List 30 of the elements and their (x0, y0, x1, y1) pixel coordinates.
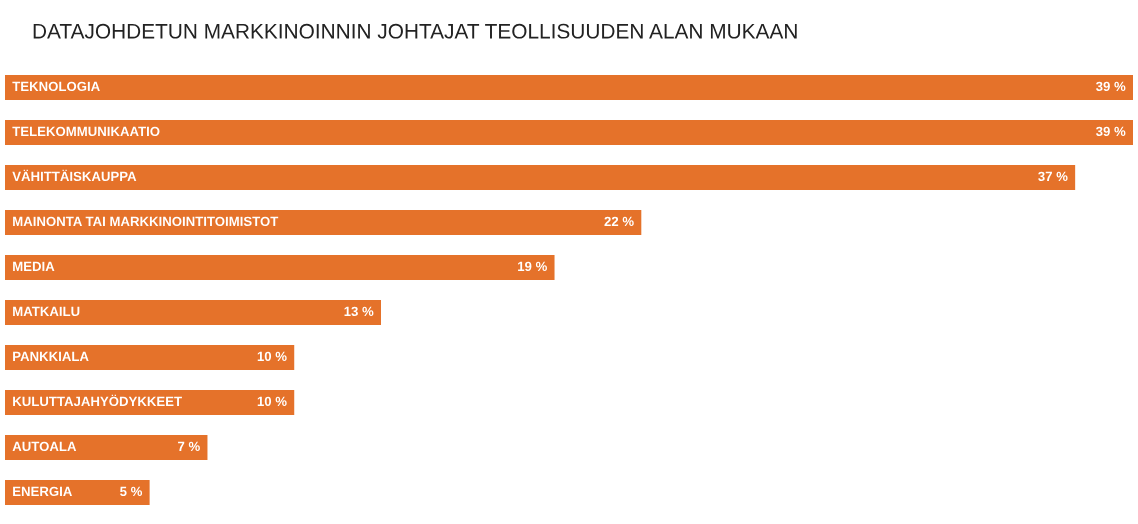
y-tick-label: MEDIA (13, 261, 55, 271)
data-label: 13 % (344, 306, 374, 317)
y-tick-label: MAINONTA TAI MARKKINOINTITOIMISTOT (13, 216, 279, 227)
data-label: 39 % (1096, 81, 1126, 92)
bar (5, 434, 208, 461)
bar (5, 164, 1076, 191)
data-label: 5 % (120, 486, 143, 497)
y-tick-label: AUTOALA (12, 441, 77, 452)
y-tick-label: PANKKIALA (13, 351, 89, 361)
data-label: 22 % (604, 216, 634, 227)
y-tick-label: MATKAILU (13, 306, 80, 317)
data-label: 19 % (518, 261, 547, 272)
chart-title: DATAJOHDETUN MARKKINOINNIN JOHTAJAT TEOLLISUUDEN ALAN MUKAAN (33, 23, 797, 39)
data-label: 7 % (178, 441, 200, 452)
bar (5, 74, 1133, 101)
bar (5, 209, 642, 236)
y-tick-label: TEKNOLOGIA (12, 81, 100, 92)
bar (5, 479, 150, 506)
bar (5, 119, 1133, 146)
y-tick-label: KULUTTAJAHYÖDYKKEET (13, 394, 182, 407)
data-label: 10 % (257, 351, 287, 362)
y-tick-label: TELEKOMMUNIKAATIO (12, 126, 160, 137)
bar (5, 299, 381, 326)
y-tick-label: ENERGIA (13, 486, 72, 497)
y-tick-label: VÄHITTÄISKAUPPA (12, 169, 137, 182)
data-label: 37 % (1038, 171, 1068, 182)
bar (5, 254, 555, 281)
data-label: 39 % (1096, 126, 1126, 137)
bar (5, 344, 295, 371)
data-label: 10 % (257, 396, 287, 407)
